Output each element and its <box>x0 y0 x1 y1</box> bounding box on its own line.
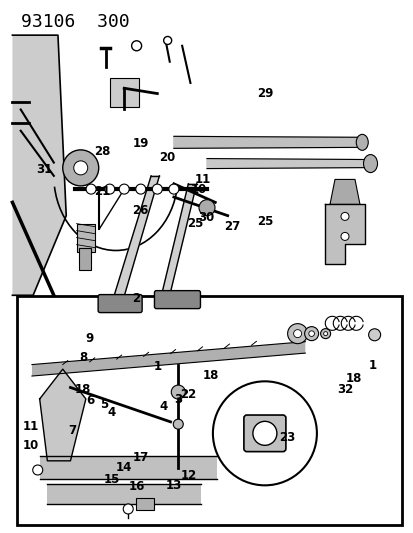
Polygon shape <box>12 35 66 295</box>
Circle shape <box>323 332 327 336</box>
Circle shape <box>368 329 380 341</box>
Bar <box>76 224 94 252</box>
Text: 4: 4 <box>107 406 116 418</box>
Text: 29: 29 <box>256 87 273 100</box>
Text: 8: 8 <box>79 351 88 364</box>
Circle shape <box>104 184 114 194</box>
Text: 16: 16 <box>128 480 145 492</box>
Text: 5: 5 <box>100 398 108 410</box>
Text: 32: 32 <box>337 383 353 395</box>
Circle shape <box>173 419 183 429</box>
Text: 11: 11 <box>23 420 39 433</box>
Text: 2: 2 <box>132 292 140 305</box>
Circle shape <box>340 232 348 240</box>
Text: 20: 20 <box>159 151 176 164</box>
Circle shape <box>320 329 330 338</box>
Text: 27: 27 <box>223 220 240 233</box>
Text: 6: 6 <box>86 394 94 407</box>
FancyBboxPatch shape <box>243 415 285 451</box>
Text: 15: 15 <box>103 473 120 486</box>
Circle shape <box>293 329 301 337</box>
Text: 14: 14 <box>116 462 132 474</box>
Circle shape <box>74 161 88 175</box>
Ellipse shape <box>356 134 367 150</box>
Ellipse shape <box>363 155 377 173</box>
Polygon shape <box>329 180 359 205</box>
Circle shape <box>340 213 348 221</box>
Polygon shape <box>112 176 159 303</box>
Text: 18: 18 <box>74 383 91 395</box>
Circle shape <box>252 421 276 446</box>
Text: 11: 11 <box>194 173 211 185</box>
Circle shape <box>287 324 307 344</box>
Circle shape <box>135 184 145 194</box>
Text: 22: 22 <box>180 388 196 401</box>
Text: 19: 19 <box>132 138 149 150</box>
Text: 18: 18 <box>202 369 219 382</box>
Circle shape <box>304 327 318 341</box>
Text: 13: 13 <box>165 479 182 491</box>
Text: 18: 18 <box>345 372 361 385</box>
Text: 25: 25 <box>256 215 273 228</box>
Text: 28: 28 <box>94 146 111 158</box>
Text: 10: 10 <box>190 183 206 196</box>
Text: 31: 31 <box>36 163 53 176</box>
Text: 3: 3 <box>173 393 182 406</box>
Circle shape <box>169 184 178 194</box>
Circle shape <box>123 504 133 514</box>
Bar <box>17 296 401 525</box>
Circle shape <box>199 200 214 216</box>
Bar <box>79 247 91 270</box>
Circle shape <box>86 184 96 194</box>
Text: 21: 21 <box>94 185 111 198</box>
Polygon shape <box>47 484 201 504</box>
Circle shape <box>308 331 313 336</box>
Circle shape <box>63 150 98 186</box>
Polygon shape <box>40 456 216 479</box>
Circle shape <box>131 41 141 51</box>
Text: 26: 26 <box>132 204 149 217</box>
Polygon shape <box>40 369 85 461</box>
Text: 9: 9 <box>85 332 93 345</box>
Polygon shape <box>161 184 196 295</box>
Circle shape <box>212 381 316 486</box>
Polygon shape <box>32 342 305 376</box>
Text: 30: 30 <box>197 211 214 224</box>
Text: 4: 4 <box>159 400 167 413</box>
Bar <box>135 497 154 510</box>
Circle shape <box>152 184 162 194</box>
Text: 1: 1 <box>368 359 376 372</box>
Bar <box>109 78 138 107</box>
Polygon shape <box>173 136 363 148</box>
Circle shape <box>33 465 43 475</box>
Text: 7: 7 <box>68 424 76 437</box>
Text: 12: 12 <box>180 469 196 482</box>
Text: 23: 23 <box>279 431 295 443</box>
FancyBboxPatch shape <box>98 295 142 312</box>
Text: 10: 10 <box>23 439 39 451</box>
Polygon shape <box>324 205 364 264</box>
FancyBboxPatch shape <box>154 290 200 309</box>
Text: 1: 1 <box>153 360 161 373</box>
Text: 17: 17 <box>132 451 149 464</box>
Text: 93106  300: 93106 300 <box>21 13 129 31</box>
Polygon shape <box>206 158 372 168</box>
Circle shape <box>163 36 171 44</box>
Circle shape <box>171 385 185 399</box>
Circle shape <box>119 184 129 194</box>
Text: 25: 25 <box>187 217 203 230</box>
